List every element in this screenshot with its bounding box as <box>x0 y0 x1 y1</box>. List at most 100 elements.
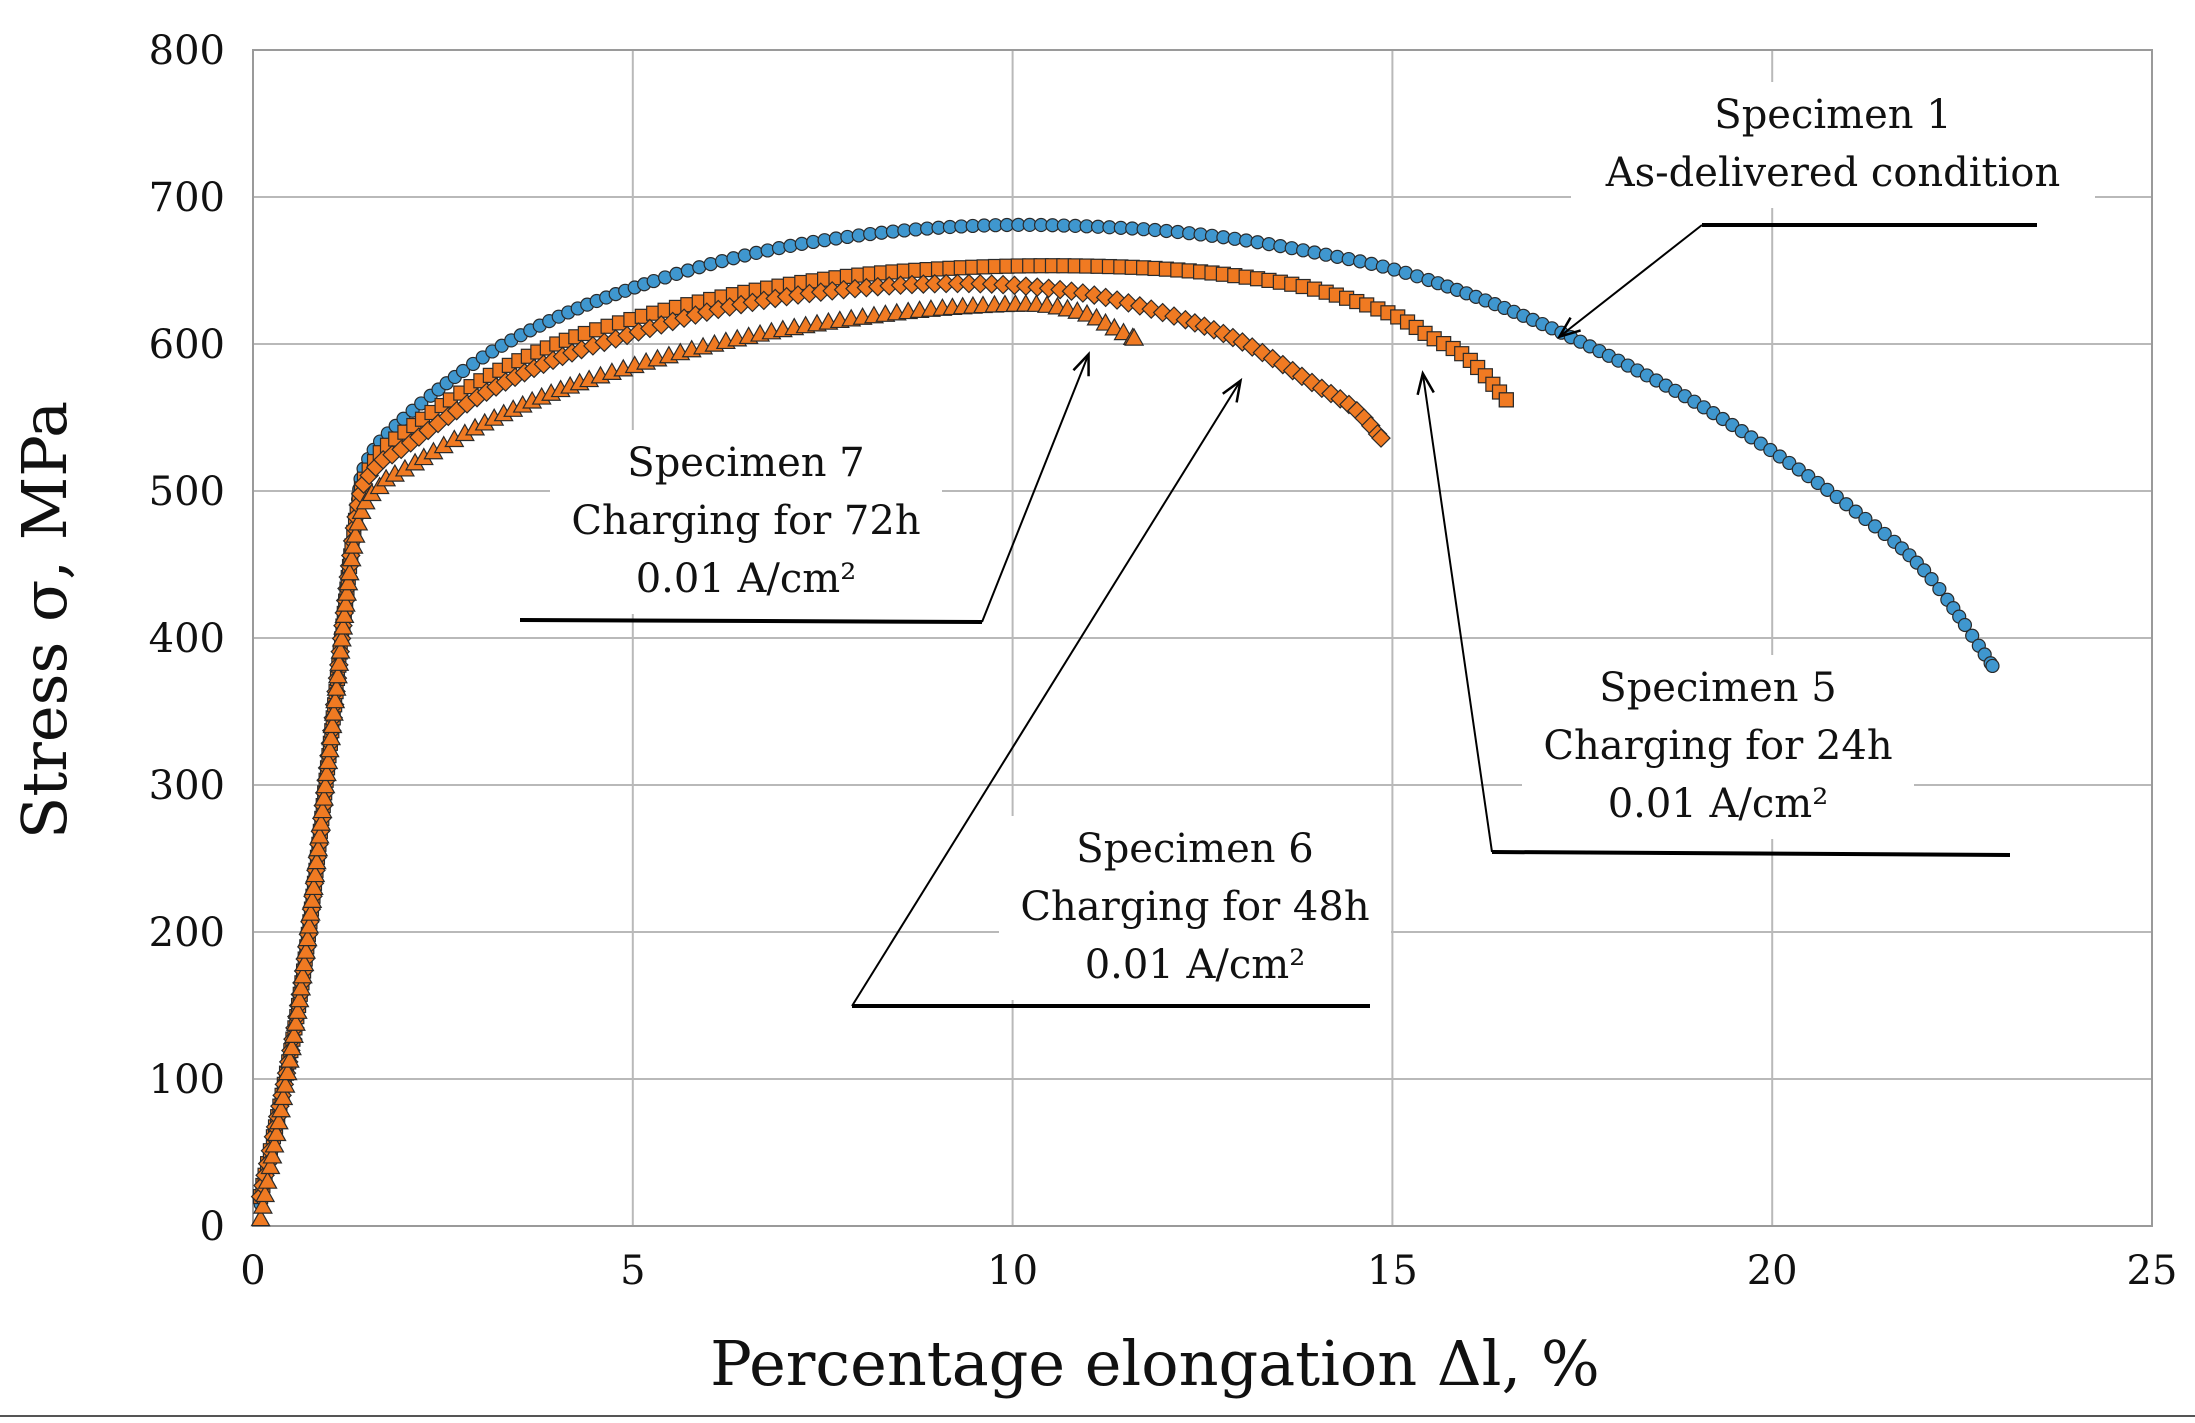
circle-marker <box>1877 526 1892 542</box>
annotation-box <box>1522 655 1914 839</box>
tick-labels: 0 5 10 15 20 25 0 100 200 300 400 500 600 700 800 <box>149 28 2178 1294</box>
triangle-marker <box>297 928 318 947</box>
annotation-box <box>1571 82 2095 208</box>
annotation-underline <box>1491 850 2011 857</box>
arrow-head-icon <box>1072 351 1090 377</box>
annotation-leader <box>981 353 1090 623</box>
y-tick-label: 500 <box>149 469 225 515</box>
triangle-marker <box>302 890 323 908</box>
annotation-text: Specimen 6 <box>1076 826 1313 872</box>
triangle-marker <box>312 800 333 819</box>
annotation-leader <box>851 380 1242 1007</box>
triangle-marker <box>275 1074 296 1093</box>
square-marker <box>1498 392 1514 408</box>
annotation-leader <box>1421 373 1493 853</box>
circle-marker <box>466 356 481 372</box>
y-tick-label: 300 <box>149 763 225 809</box>
y-tick-label: 800 <box>149 28 225 74</box>
circle-marker <box>1820 482 1835 497</box>
triangle-marker <box>331 628 352 647</box>
circle-marker <box>1296 243 1311 258</box>
annotation-text: Charging for 24h <box>1543 723 1892 769</box>
circle-marker <box>1273 239 1288 254</box>
triangle-marker <box>283 1025 304 1043</box>
annotation-text: Specimen 1 <box>1714 92 1951 138</box>
series-specimen-5 <box>252 258 1514 1205</box>
x-tick-label: 15 <box>1367 1248 1418 1294</box>
annotation-text: 0.01 A/cm² <box>636 556 857 602</box>
circle-marker <box>1810 475 1825 491</box>
annotation-text: Specimen 5 <box>1599 665 1836 711</box>
x-tick-label: 20 <box>1747 1248 1798 1294</box>
triangle-marker <box>1124 327 1145 346</box>
triangle-marker <box>335 593 356 612</box>
triangle-marker <box>315 775 336 794</box>
circle-marker <box>1957 617 1973 633</box>
triangle-marker <box>287 1001 308 1019</box>
triangle-marker <box>325 690 346 709</box>
annotation-text: 0.01 A/cm² <box>1608 781 1829 827</box>
triangle-marker <box>255 1184 276 1203</box>
triangle-marker <box>337 582 358 601</box>
x-tick-label: 25 <box>2127 1248 2178 1294</box>
circle-marker <box>1839 497 1854 512</box>
y-tick-label: 100 <box>149 1057 225 1103</box>
triangle-marker <box>289 989 310 1008</box>
circle-marker <box>1318 247 1334 262</box>
arrow-head-icon <box>1556 316 1581 339</box>
triangle-marker <box>266 1123 287 1142</box>
annotation-spec5: Specimen 5 Charging for 24h 0.01 A/cm² <box>1416 370 2011 857</box>
y-tick-label: 400 <box>149 616 225 662</box>
triangle-marker <box>322 715 343 734</box>
annotation-text: Charging for 48h <box>1020 884 1369 930</box>
annotation-spec7: Specimen 7 Charging for 72h 0.01 A/cm² <box>519 351 1090 624</box>
annotation-text: Charging for 72h <box>571 498 920 544</box>
circle-marker <box>1848 504 1863 519</box>
annotation-spec6: Specimen 6 Charging for 48h 0.01 A/cm² <box>851 377 1391 1008</box>
triangle-marker <box>250 1208 271 1227</box>
triangle-marker <box>303 877 324 896</box>
circle-marker <box>1858 511 1873 527</box>
y-tick-label: 0 <box>200 1204 225 1250</box>
triangle-marker <box>262 1145 283 1164</box>
triangle-marker <box>341 548 362 567</box>
circle-marker <box>455 363 471 379</box>
x-tick-label: 0 <box>240 1248 265 1294</box>
circle-marker <box>1965 628 1980 643</box>
triangle-marker <box>348 512 369 531</box>
annotation-box <box>550 430 942 614</box>
x-tick-label: 10 <box>987 1248 1038 1294</box>
plot-frame <box>252 49 2153 1227</box>
circle-marker <box>1341 251 1356 267</box>
arrow-head-icon <box>1222 377 1243 403</box>
triangle-marker <box>294 953 315 972</box>
triangle-marker <box>264 1134 285 1153</box>
circle-marker <box>1985 658 2000 674</box>
circle-marker <box>783 238 798 253</box>
data-series <box>250 217 2000 1227</box>
circle-marker <box>794 236 809 251</box>
circle-marker <box>1307 245 1322 260</box>
circle-marker <box>1261 237 1277 252</box>
triangle-marker <box>318 751 339 770</box>
triangle-marker <box>300 902 321 921</box>
circle-marker <box>749 245 764 261</box>
annotation-underline <box>519 618 983 624</box>
circle-marker <box>1867 519 1883 534</box>
x-tick-label: 5 <box>620 1248 645 1294</box>
circle-marker <box>1353 254 1368 269</box>
triangle-marker <box>343 535 364 554</box>
triangle-marker <box>295 940 317 959</box>
triangle-marker <box>329 653 350 671</box>
annotation-text: 0.01 A/cm² <box>1085 942 1306 988</box>
triangle-marker <box>281 1037 302 1056</box>
triangle-marker <box>257 1170 278 1189</box>
y-axis-label: Stress σ, MPa <box>8 401 81 839</box>
triangle-marker <box>291 977 312 996</box>
triangle-marker <box>279 1049 300 1068</box>
annotation-leader <box>1558 224 1703 338</box>
circle-marker <box>1801 469 1816 484</box>
circle-marker <box>1330 249 1345 264</box>
circle-marker <box>1829 489 1844 505</box>
